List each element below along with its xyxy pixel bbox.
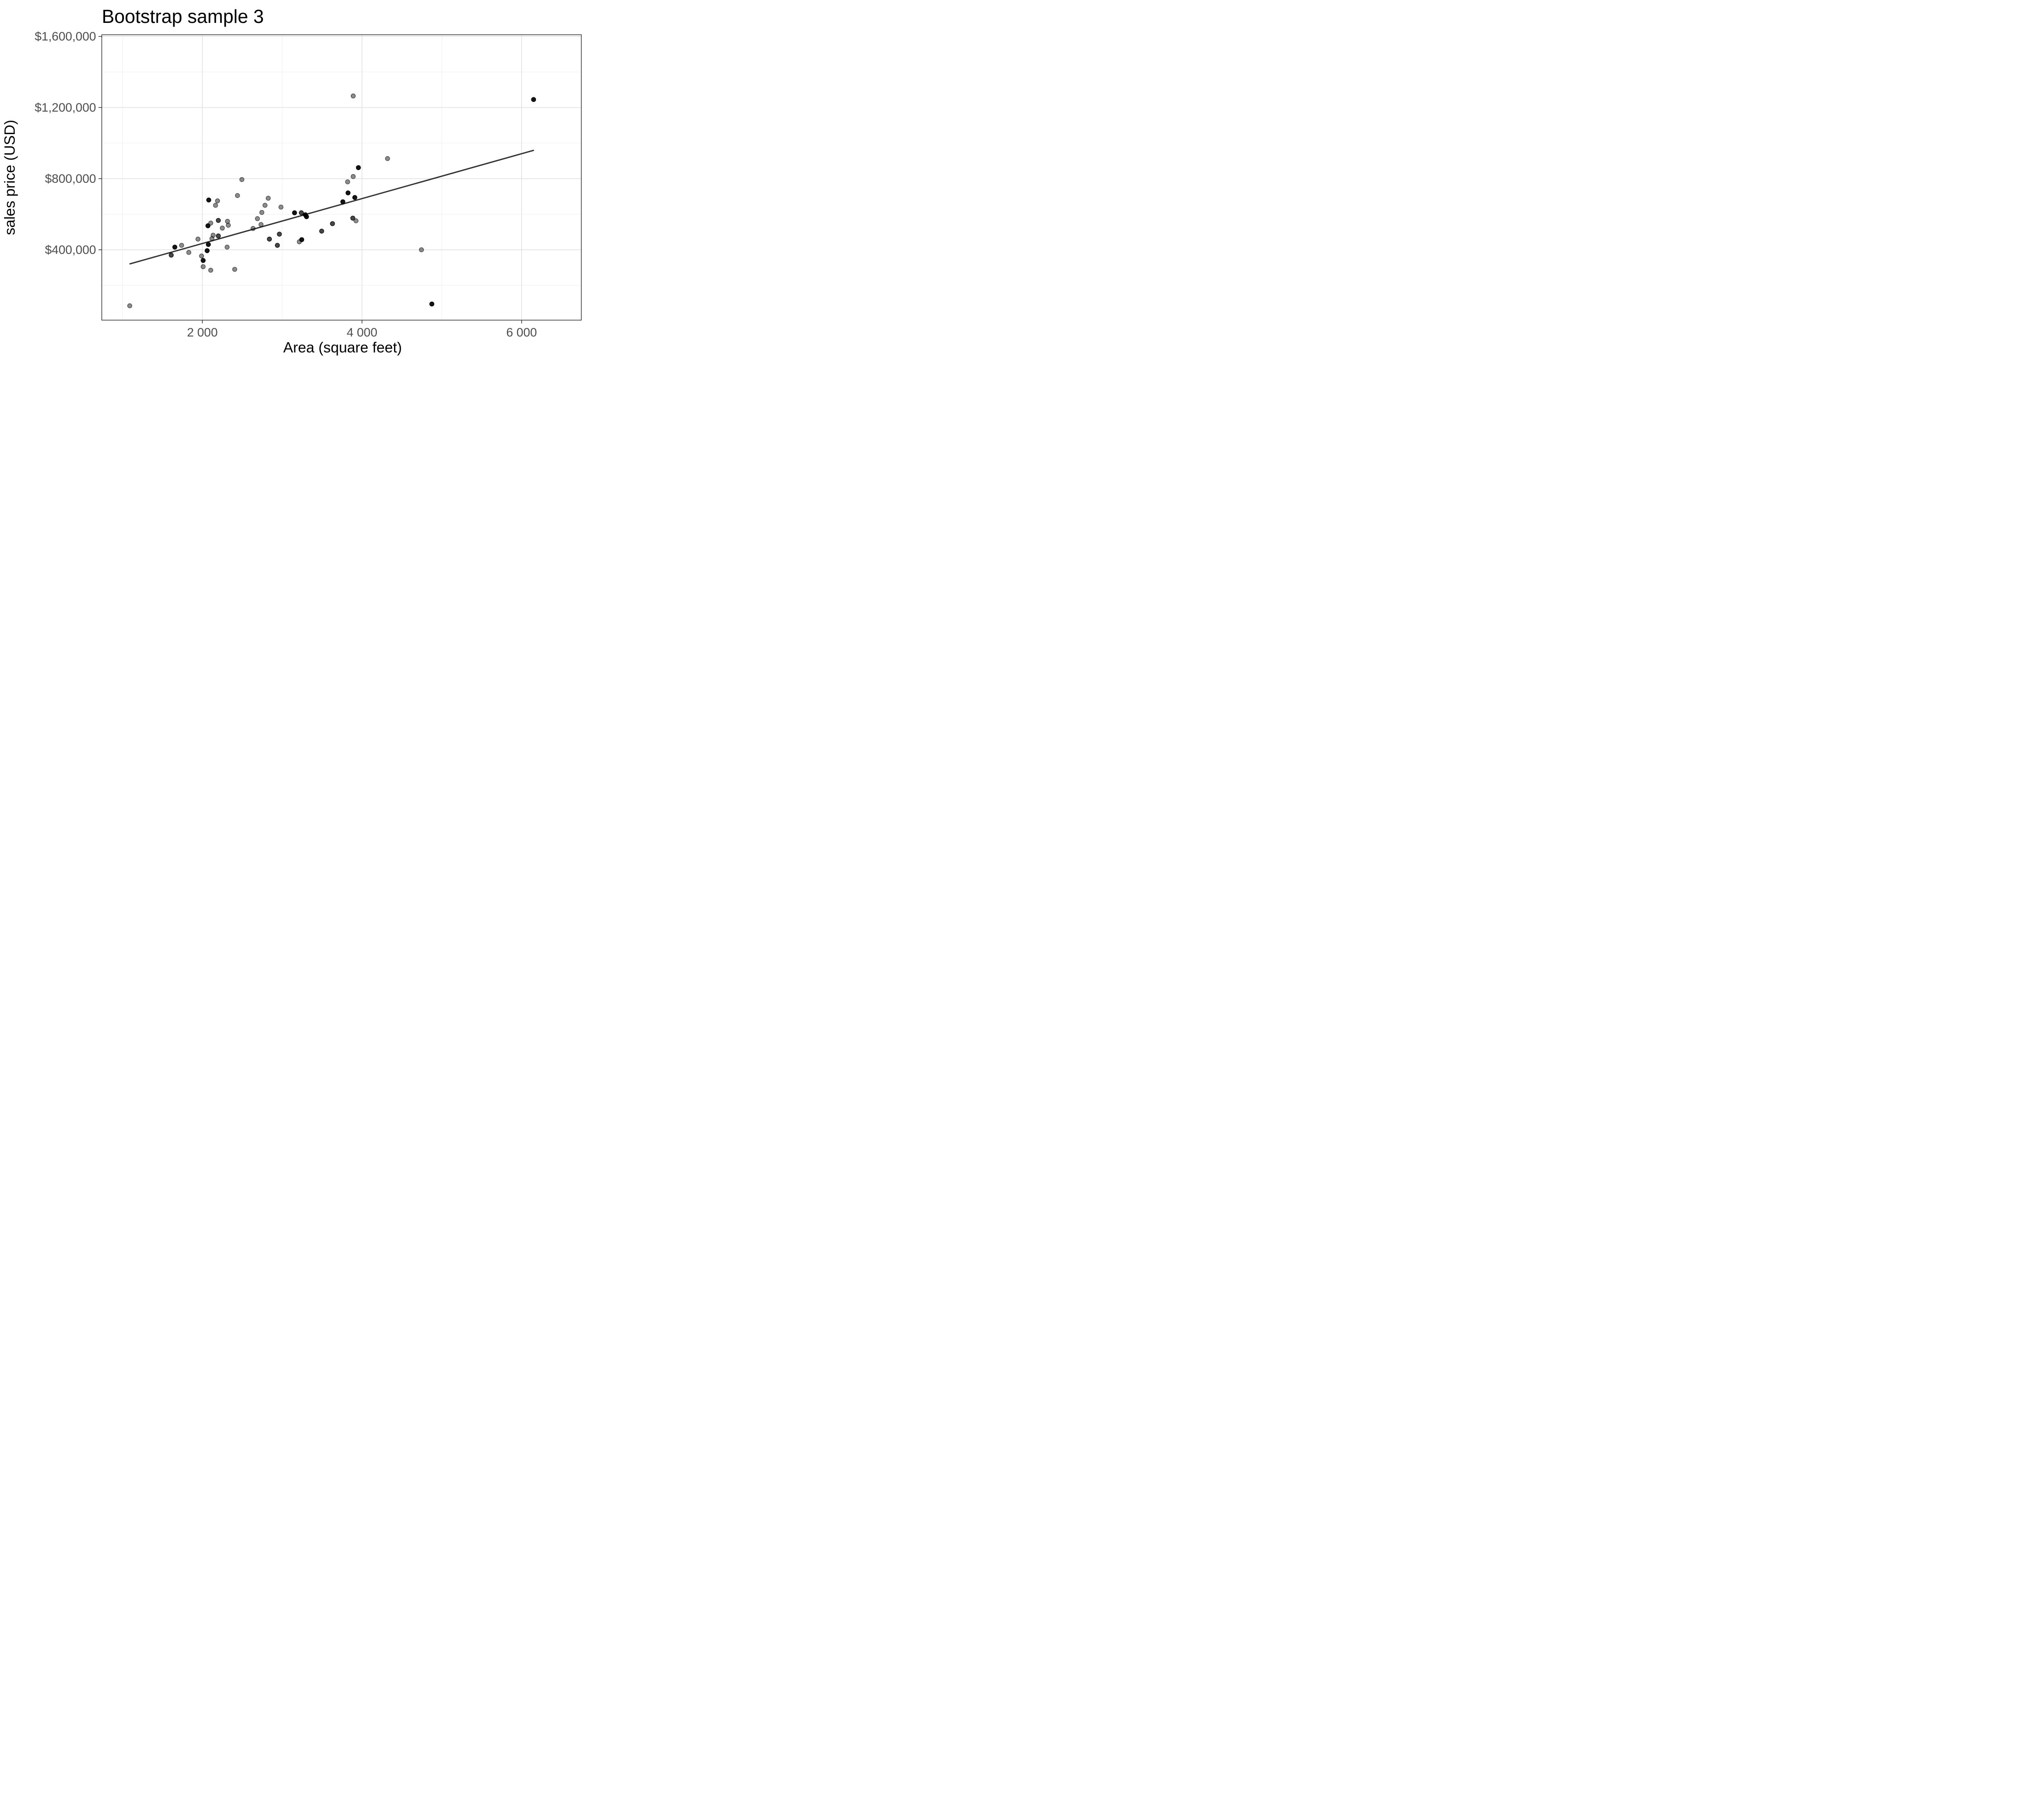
data-point — [172, 244, 177, 250]
data-point — [258, 222, 264, 227]
regression-line — [129, 150, 534, 265]
data-point — [278, 204, 284, 210]
chart-title: Bootstrap sample 3 — [102, 6, 264, 27]
panel-background — [102, 35, 581, 320]
data-point — [127, 303, 132, 308]
data-point — [267, 236, 272, 242]
data-point — [262, 203, 268, 208]
data-point — [204, 248, 210, 253]
data-point — [195, 236, 201, 242]
data-point — [353, 218, 359, 224]
data-point — [216, 218, 221, 223]
y-tick-label: $800,000 — [45, 172, 96, 186]
data-point — [179, 243, 184, 248]
data-point — [340, 199, 345, 204]
plot-canvas: Bootstrap sample 3 Area (square feet) sa… — [1, 6, 582, 356]
data-point — [351, 93, 356, 99]
data-point — [220, 225, 225, 231]
data-point — [351, 174, 356, 179]
data-point — [225, 219, 230, 224]
data-point — [199, 253, 204, 259]
data-point — [277, 231, 282, 237]
x-tick-label: 6 000 — [506, 326, 537, 339]
data-point — [186, 250, 191, 255]
data-point — [206, 242, 211, 247]
panel-border — [101, 34, 582, 321]
data-point — [211, 233, 216, 238]
data-point — [531, 97, 536, 102]
data-point — [345, 179, 350, 184]
data-point — [201, 264, 206, 269]
data-point — [226, 222, 231, 228]
data-point — [239, 177, 244, 182]
y-tick-label: $1,600,000 — [35, 30, 96, 43]
data-point — [319, 229, 324, 234]
data-point — [330, 221, 335, 226]
data-point — [255, 216, 260, 221]
data-point — [356, 165, 361, 170]
data-point — [266, 195, 271, 201]
data-point — [168, 253, 174, 258]
data-point — [201, 258, 206, 263]
data-point — [275, 243, 280, 248]
y-axis-title: sales price (USD) — [1, 120, 18, 235]
data-point — [216, 233, 221, 238]
data-point — [215, 198, 220, 204]
data-point — [304, 214, 309, 220]
data-point — [345, 190, 351, 195]
data-point — [299, 237, 305, 242]
y-tick-label: $400,000 — [45, 243, 96, 257]
data-point — [419, 247, 424, 252]
x-tick-label: 2 000 — [187, 326, 217, 339]
data-point — [259, 210, 264, 215]
data-point — [232, 267, 238, 272]
data-point — [224, 244, 230, 250]
data-point — [429, 301, 435, 307]
data-point — [206, 197, 211, 203]
scatter-plot-figure: Bootstrap sample 3 Area (square feet) sa… — [0, 0, 589, 364]
data-point — [385, 156, 390, 161]
data-point — [213, 203, 218, 208]
data-point — [350, 215, 355, 221]
data-point — [352, 195, 357, 200]
x-tick-label: 4 000 — [347, 326, 377, 339]
x-axis-title: Area (square feet) — [283, 339, 402, 356]
data-point — [235, 193, 240, 198]
data-point — [251, 226, 256, 231]
data-point — [208, 268, 213, 273]
y-tick-label: $1,200,000 — [35, 101, 96, 114]
data-point — [292, 210, 297, 215]
data-point — [299, 210, 304, 215]
data-point — [208, 220, 213, 226]
